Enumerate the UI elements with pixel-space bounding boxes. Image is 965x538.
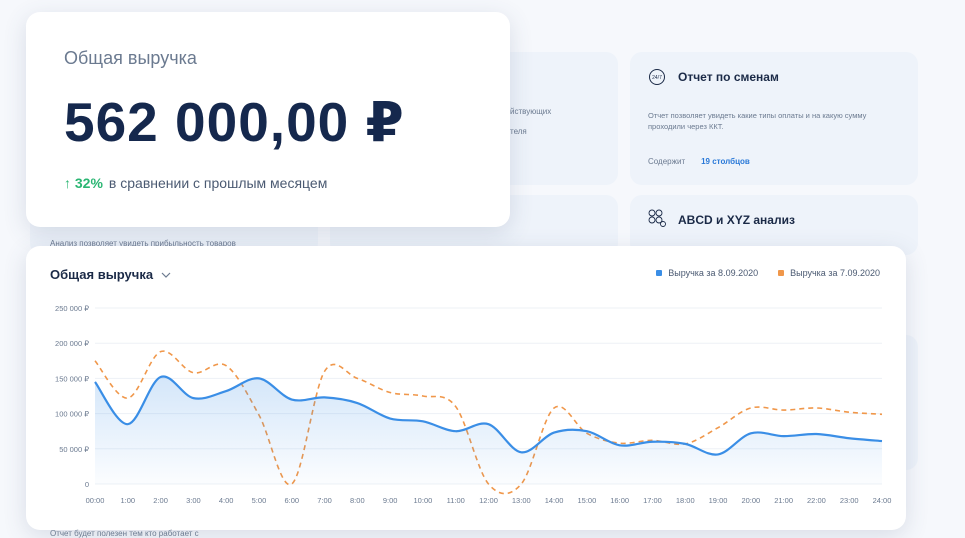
revenue-change: ↑ 32% — [64, 175, 103, 191]
y-tick-label: 0 — [85, 480, 89, 489]
x-tick-label: 11:00 — [447, 496, 465, 505]
x-tick-label: 12:00 — [479, 496, 498, 505]
y-tick-label: 200 000 ₽ — [55, 339, 89, 348]
revenue-comparison-text: в сравнении с прошлым месяцем — [109, 175, 327, 191]
abc-analysis-icon — [648, 209, 666, 227]
x-tick-label: 24:00 — [873, 496, 892, 505]
x-tick-label: 00:00 — [86, 496, 105, 505]
revenue-line-chart[interactable]: 0 50 000 ₽ 100 000 ₽ 150 000 ₽ 200 000 ₽ 250 … — [26, 246, 906, 530]
series-area-1 — [95, 376, 882, 484]
svg-text:24/7: 24/7 — [652, 75, 662, 81]
x-tick-label: 8:00 — [350, 496, 365, 505]
report-title-abcd: ABCD и XYZ анализ — [678, 213, 795, 227]
x-tick-label: 20:00 — [741, 496, 760, 505]
report-meta-value[interactable]: 19 столбцов — [701, 157, 750, 166]
y-tick-label: 100 000 ₽ — [55, 410, 89, 419]
x-tick-label: 23:00 — [840, 496, 859, 505]
x-tick-label: 4:00 — [219, 496, 234, 505]
x-tick-label: 14:00 — [545, 496, 564, 505]
x-tick-label: 21:00 — [774, 496, 793, 505]
x-tick-label: 15:00 — [577, 496, 596, 505]
background-footer-partial: Отчет будет полезен тем кто работает с — [50, 529, 199, 538]
x-tick-label: 16:00 — [610, 496, 629, 505]
x-tick-label: 19:00 — [709, 496, 728, 505]
y-tick-label: 150 000 ₽ — [55, 374, 89, 383]
revenue-comparison: ↑ 32% в сравнении с прошлым месяцем — [64, 175, 327, 191]
y-tick-label: 250 000 ₽ — [55, 304, 89, 313]
revenue-value: 562 000,00 ₽ — [64, 90, 405, 154]
revenue-label: Общая выручка — [64, 48, 197, 69]
report-meta-shifts: Содержит 19 столбцов — [648, 157, 750, 166]
x-tick-label: 1:00 — [120, 496, 135, 505]
x-tick-label: 5:00 — [252, 496, 267, 505]
x-tick-label: 22:00 — [807, 496, 826, 505]
x-tick-label: 13:00 — [512, 496, 531, 505]
revenue-summary-card: Общая выручка 562 000,00 ₽ ↑ 32% в сравн… — [26, 12, 510, 227]
background-card-right-lower[interactable] — [906, 335, 918, 470]
background-partial-text: йствующих — [510, 106, 551, 117]
y-tick-label: 50 000 ₽ — [59, 445, 89, 454]
background-partial-text: теля — [510, 126, 527, 137]
clock-24-7-icon: 24/7 — [648, 68, 666, 86]
x-tick-label: 3:00 — [186, 496, 201, 505]
report-description-shifts: Отчет позволяет увидеть какие типы оплат… — [648, 110, 868, 132]
x-tick-label: 17:00 — [643, 496, 662, 505]
revenue-chart-card: Общая выручка Выручка за 8.09.2020 Выруч… — [26, 246, 906, 530]
x-tick-label: 18:00 — [676, 496, 695, 505]
x-tick-label: 9:00 — [383, 496, 398, 505]
x-tick-label: 2:00 — [153, 496, 168, 505]
x-tick-label: 7:00 — [317, 496, 332, 505]
x-tick-label: 6:00 — [284, 496, 299, 505]
x-tick-label: 10:00 — [414, 496, 433, 505]
report-title-shifts: Отчет по сменам — [678, 70, 779, 84]
report-meta-label: Содержит — [648, 157, 685, 166]
